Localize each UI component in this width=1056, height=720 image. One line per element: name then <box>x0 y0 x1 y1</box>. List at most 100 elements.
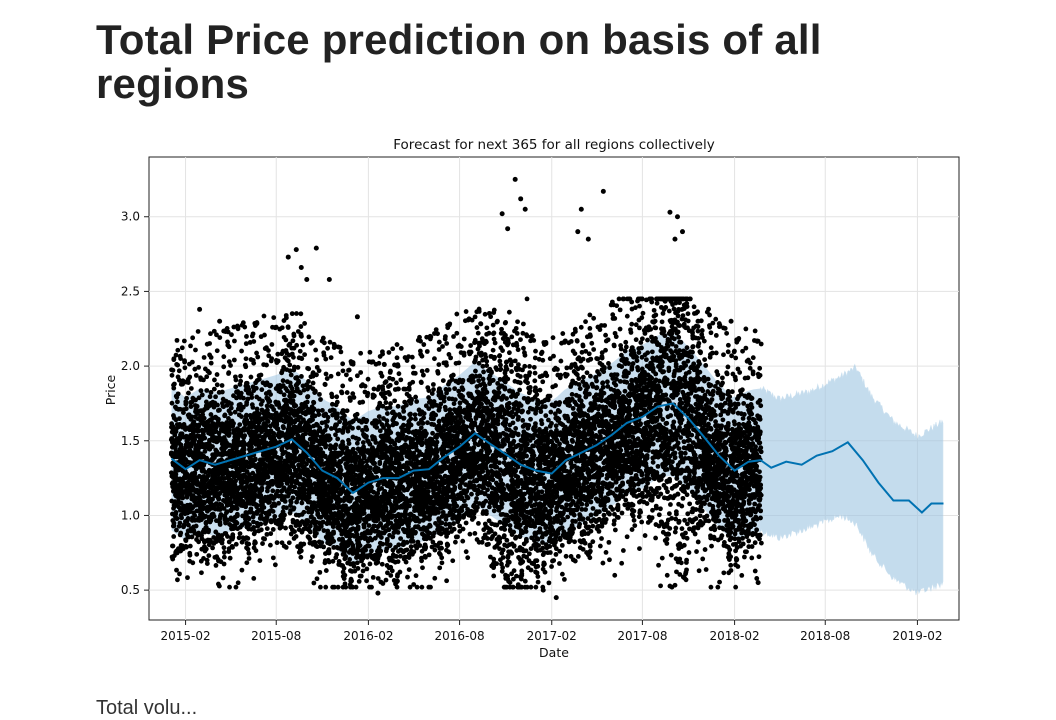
observed-point <box>178 521 183 526</box>
observed-point <box>255 407 260 412</box>
observed-point <box>183 402 188 407</box>
observed-point <box>427 552 432 557</box>
observed-point <box>222 562 227 567</box>
observed-point <box>417 543 422 548</box>
observed-point <box>442 395 447 400</box>
chart-title: Forecast for next 365 for all regions co… <box>393 137 714 153</box>
observed-point <box>334 443 339 448</box>
observed-point <box>367 523 372 528</box>
observed-point <box>324 568 329 573</box>
observed-point <box>202 436 207 441</box>
observed-point <box>335 415 340 420</box>
observed-point <box>217 408 222 413</box>
observed-point <box>399 346 404 351</box>
observed-point <box>361 440 366 445</box>
observed-point <box>283 338 288 343</box>
observed-point <box>299 374 304 379</box>
observed-point <box>407 518 412 523</box>
observed-point <box>294 534 299 539</box>
observed-point <box>362 511 367 516</box>
observed-point <box>294 449 299 454</box>
observed-point <box>281 378 286 383</box>
observed-point <box>421 415 426 420</box>
observed-point <box>342 573 347 578</box>
observed-point <box>246 542 251 547</box>
observed-point <box>334 394 339 399</box>
observed-point <box>362 454 367 459</box>
observed-point <box>284 313 289 318</box>
observed-point <box>420 354 425 359</box>
observed-point <box>437 340 442 345</box>
observed-point <box>172 523 177 528</box>
observed-point <box>220 538 225 543</box>
observed-point <box>299 334 304 339</box>
observed-point <box>402 416 407 421</box>
observed-point <box>428 337 433 342</box>
observed-point <box>212 387 217 392</box>
observed-point <box>435 454 440 459</box>
observed-point <box>228 556 233 561</box>
observed-point <box>199 388 204 393</box>
observed-point <box>299 548 304 553</box>
observed-point <box>443 407 448 412</box>
observed-point <box>209 361 214 366</box>
observed-point <box>396 542 401 547</box>
observed-point <box>348 377 353 382</box>
observed-point <box>396 559 401 564</box>
observed-point <box>364 418 369 423</box>
observed-point <box>171 368 176 373</box>
observed-point <box>287 540 292 545</box>
observed-point <box>238 379 243 384</box>
observed-point <box>251 339 256 344</box>
observed-point <box>323 443 328 448</box>
observed-point <box>422 411 427 416</box>
observed-point <box>207 370 212 375</box>
observed-point <box>279 456 284 461</box>
observed-point <box>433 413 438 418</box>
observed-point <box>340 384 345 389</box>
observed-point <box>387 543 392 548</box>
observed-point <box>175 348 180 353</box>
observed-point <box>247 556 252 561</box>
observed-point <box>171 534 176 539</box>
observed-point <box>292 394 297 399</box>
observed-point <box>193 348 198 353</box>
observed-point <box>175 577 180 582</box>
observed-point <box>246 551 251 556</box>
observed-point <box>364 427 369 432</box>
observed-point <box>435 449 440 454</box>
observed-point <box>308 530 313 535</box>
observed-point <box>444 341 449 346</box>
observed-point <box>341 368 346 373</box>
observed-point <box>270 488 275 493</box>
observed-point <box>229 401 234 406</box>
observed-point <box>303 487 308 492</box>
observed-point <box>188 343 193 348</box>
observed-point <box>351 362 356 367</box>
observed-point <box>324 372 329 377</box>
observed-point <box>388 401 393 406</box>
observed-point <box>275 489 280 494</box>
observed-point <box>421 342 426 347</box>
observed-point <box>405 540 410 545</box>
observed-point <box>415 585 420 590</box>
observed-point <box>355 526 360 531</box>
observed-point <box>282 392 287 397</box>
observed-point <box>421 421 426 426</box>
observed-point <box>181 524 186 529</box>
observed-point <box>215 403 220 408</box>
observed-point <box>357 579 362 584</box>
observed-point <box>409 423 414 428</box>
observed-point <box>223 412 228 417</box>
observed-point <box>390 568 395 573</box>
observed-point <box>218 520 223 525</box>
observed-point <box>271 509 276 514</box>
observed-point <box>425 349 430 354</box>
observed-point <box>357 519 362 524</box>
observed-point <box>221 364 226 369</box>
observed-point <box>271 315 276 320</box>
observed-point <box>441 378 446 383</box>
observed-point <box>358 351 363 356</box>
observed-point <box>413 530 418 535</box>
observed-point <box>351 447 356 452</box>
